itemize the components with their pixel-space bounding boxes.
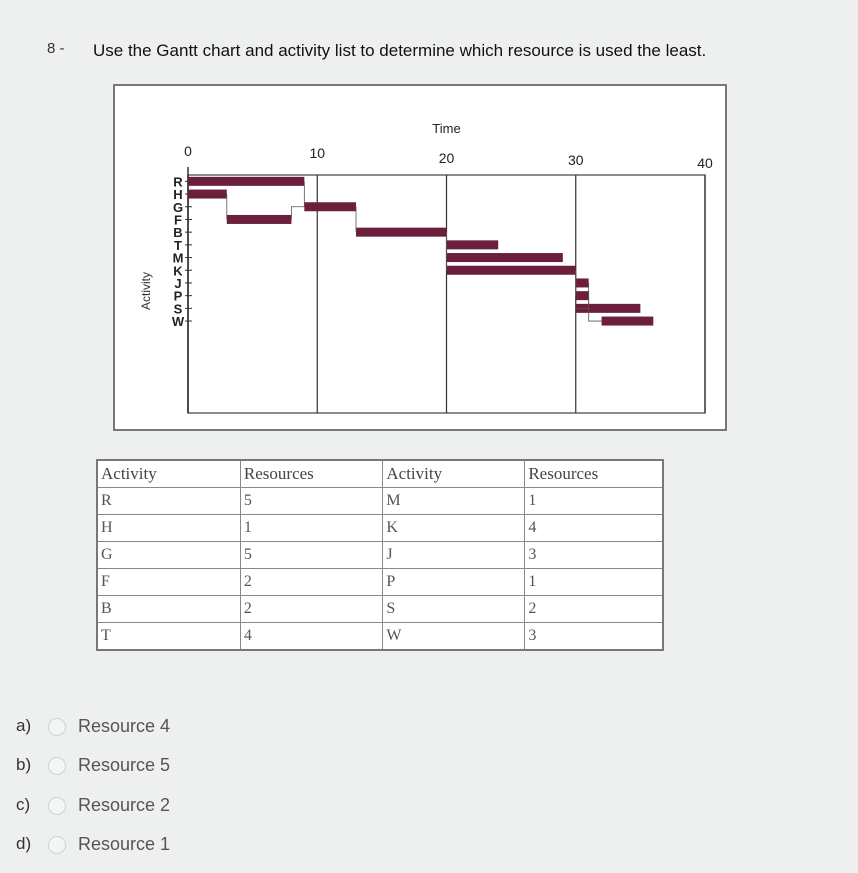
table-cell: S (382, 595, 526, 623)
table-cell: 3 (524, 622, 664, 651)
x-tick-label: 40 (697, 155, 713, 171)
activity-label: F (174, 212, 182, 227)
table-row: R 5 M 1 (96, 487, 664, 515)
x-tick-label: 20 (439, 150, 455, 166)
table-cell: 5 (239, 487, 384, 515)
table-header-cell: Resources (239, 459, 384, 488)
gantt-bar (188, 189, 227, 199)
table-cell: T (96, 622, 241, 651)
activity-label: M (173, 251, 184, 266)
precedence-link (588, 295, 602, 322)
precedence-link (290, 206, 305, 220)
table-header-row: Activity Resources Activity Resources (96, 459, 664, 488)
option-label[interactable]: Resource 1 (78, 834, 171, 854)
table-header-cell: Activity (96, 459, 241, 488)
radio-button[interactable] (48, 836, 66, 854)
gantt-bar (304, 202, 357, 212)
table-cell: G (96, 541, 241, 569)
activity-resource-table: Activity Resources Activity Resources R … (96, 459, 664, 651)
table-cell: P (382, 568, 526, 596)
option-letter: a) (16, 716, 32, 735)
activity-label: S (174, 301, 183, 316)
gantt-bar (575, 303, 641, 313)
table-cell: B (96, 595, 241, 623)
gantt-bar (446, 265, 576, 275)
table-cell: W (382, 622, 526, 651)
option-letter: d) (16, 834, 32, 853)
activity-label: J (174, 276, 181, 291)
question-number: 8 - (47, 40, 65, 57)
table-cell: 2 (239, 595, 384, 623)
activity-label: R (173, 174, 183, 189)
option-label[interactable]: Resource 5 (78, 755, 171, 775)
gantt-bar (226, 214, 292, 224)
table-cell: 1 (239, 514, 384, 542)
table-row: H 1 K 4 (96, 514, 664, 542)
table-cell: K (382, 514, 526, 542)
option-letter: c) (16, 795, 31, 814)
gantt-bar (446, 253, 563, 263)
table-cell: R (96, 487, 241, 515)
y-axis-title: Activity (139, 272, 153, 310)
activity-label: G (173, 200, 183, 215)
table-header-cell: Activity (382, 459, 526, 488)
table-cell: 1 (524, 487, 664, 515)
question-text: Use the Gantt chart and activity list to… (93, 41, 707, 60)
gantt-bar (575, 291, 589, 301)
gantt-bar (188, 176, 305, 186)
table-cell: M (382, 487, 526, 515)
table-cell: 1 (524, 568, 664, 596)
option-letter: b) (16, 755, 32, 774)
gantt-bar (601, 316, 654, 326)
radio-button[interactable] (48, 757, 66, 775)
table-row: G 5 J 3 (96, 541, 664, 569)
table-cell: 2 (239, 568, 384, 596)
table-cell: 3 (524, 541, 664, 569)
radio-button[interactable] (48, 718, 66, 736)
x-tick-label: 0 (184, 143, 192, 159)
table-cell: H (96, 514, 241, 542)
activity-label: B (173, 225, 182, 240)
gantt-bar (446, 240, 499, 250)
table-cell: F (96, 568, 241, 596)
table-row: B 2 S 2 (96, 595, 664, 623)
x-axis-title: Time (432, 121, 460, 136)
x-tick-label: 30 (568, 152, 584, 168)
table-cell: 4 (239, 622, 384, 651)
radio-button[interactable] (48, 797, 66, 815)
table-header-cell: Resources (524, 459, 664, 488)
table-cell: 4 (524, 514, 664, 542)
activity-label: K (173, 263, 183, 278)
activity-label: P (174, 289, 183, 304)
activity-label: W (172, 314, 185, 329)
activity-label: H (173, 187, 182, 202)
table-cell: 2 (524, 595, 664, 623)
gantt-bar (356, 227, 447, 237)
x-tick-label: 10 (309, 145, 325, 161)
gantt-chart: 0 10 20 30 40 Time Activity R H G F B T M K J P S W (113, 84, 727, 431)
gantt-bar (575, 278, 589, 288)
activity-label: T (174, 238, 182, 253)
option-label[interactable]: Resource 2 (78, 795, 171, 815)
table-cell: J (382, 541, 526, 569)
table-row: T 4 W 3 (96, 622, 664, 651)
table-cell: 5 (239, 541, 384, 569)
option-label[interactable]: Resource 4 (78, 716, 171, 736)
table-row: F 2 P 1 (96, 568, 664, 596)
